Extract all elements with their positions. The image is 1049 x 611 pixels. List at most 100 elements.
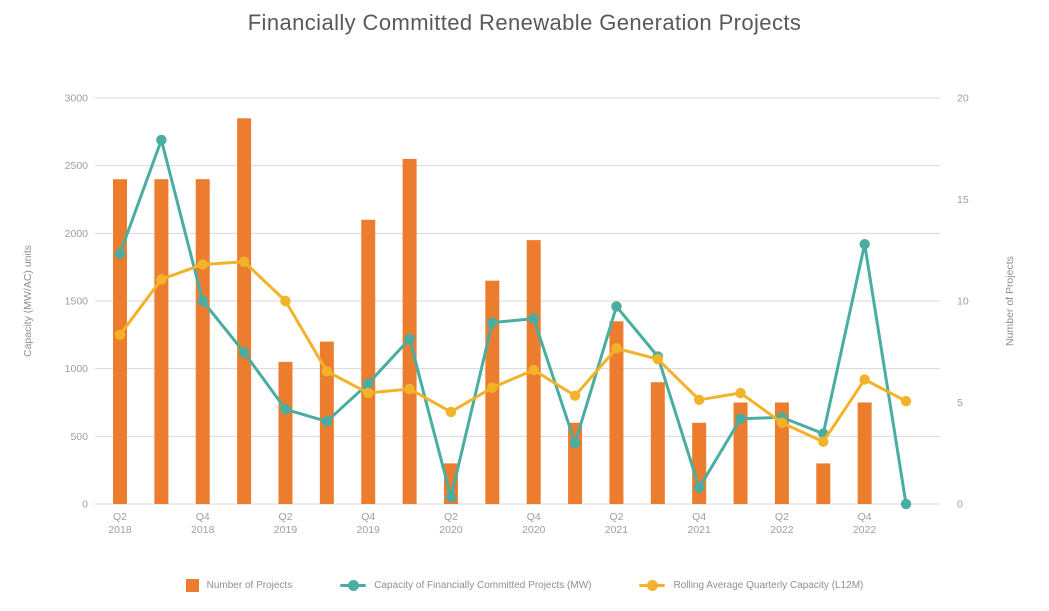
data-point-marker	[900, 498, 912, 510]
data-point-marker	[693, 394, 705, 405]
bar	[568, 422, 583, 504]
x-axis-tick-quarter: Q4	[692, 511, 706, 523]
legend-line-dot-icon	[340, 580, 367, 591]
x-axis-tick-quarter: Q2	[444, 511, 458, 523]
line-series	[114, 256, 912, 447]
data-point-marker	[445, 406, 457, 418]
bar	[733, 402, 748, 504]
left-axis-tick-label: 2000	[65, 228, 89, 240]
bar	[402, 158, 417, 504]
legend-item-number-of-projects: Number of Projects	[185, 579, 293, 592]
x-axis-tick-quarter: Q4	[196, 511, 210, 523]
x-axis-tick-quarter: Q4	[858, 511, 872, 523]
data-point-marker	[818, 436, 829, 447]
data-point-marker	[321, 416, 333, 427]
legend-square-icon	[185, 579, 199, 592]
right-axis-title: Number of Projects	[1004, 256, 1016, 346]
legend: Number of Projects Capacity of Financial…	[0, 579, 1049, 592]
left-axis-tick-label: 500	[70, 431, 88, 443]
legend-label: Rolling Average Quarterly Capacity (L12M…	[673, 580, 864, 591]
x-axis-tick-year: 2018	[108, 524, 132, 536]
data-point-marker	[445, 492, 457, 503]
right-axis-tick-label: 15	[957, 194, 969, 206]
x-axis-tick-year: 2020	[522, 524, 546, 536]
data-point-marker	[280, 295, 291, 307]
x-axis-tick-year: 2020	[439, 524, 463, 536]
bar	[609, 321, 624, 504]
data-point-marker	[528, 313, 539, 324]
x-axis-tick-year: 2021	[688, 524, 712, 536]
data-point-marker	[363, 387, 374, 399]
data-point-marker	[321, 366, 333, 377]
data-point-marker	[238, 347, 250, 358]
x-axis-tick-quarter: Q2	[609, 511, 623, 523]
data-point-marker	[859, 238, 870, 250]
bar	[650, 382, 665, 504]
data-point-marker	[859, 374, 870, 385]
left-axis-tick-label: 1000	[65, 363, 89, 375]
bar	[774, 402, 789, 504]
left-axis-tick-label: 3000	[65, 93, 89, 105]
x-axis-tick-quarter: Q2	[113, 511, 127, 523]
x-axis-tick-quarter: Q4	[361, 511, 375, 523]
data-point-marker	[569, 390, 581, 401]
data-point-marker	[363, 378, 374, 389]
data-point-marker	[776, 417, 788, 428]
x-axis-tick-year: 2022	[770, 524, 794, 536]
right-axis-tick-label: 10	[957, 296, 969, 308]
bar	[237, 118, 252, 505]
line-series	[114, 134, 912, 510]
legend-label: Capacity of Financially Committed Projec…	[374, 580, 592, 591]
x-axis-tick-quarter: Q2	[775, 511, 789, 523]
data-point-marker	[652, 353, 664, 365]
chart-canvas: 05001000150020002500300005101520Q22018Q4…	[22, 93, 1016, 537]
legend-label: Number of Projects	[206, 580, 293, 591]
x-axis-tick-year: 2022	[853, 524, 877, 536]
bar	[154, 179, 169, 504]
bar	[113, 179, 127, 504]
data-point-marker	[900, 395, 912, 407]
left-axis-tick-label: 2500	[65, 160, 89, 172]
bar	[816, 463, 831, 504]
line-path	[118, 260, 908, 444]
right-axis-tick-label: 20	[957, 93, 969, 105]
right-axis-tick-label: 5	[957, 397, 963, 409]
data-point-marker	[114, 329, 126, 341]
left-axis-tick-label: 0	[82, 499, 88, 511]
x-axis-tick-year: 2021	[605, 524, 629, 536]
left-axis-tick-label: 1500	[65, 296, 89, 308]
data-point-marker	[569, 437, 581, 449]
data-point-marker	[197, 259, 208, 270]
chart-title: Financially Committed Renewable Generati…	[247, 10, 802, 35]
data-point-marker	[528, 364, 539, 376]
bar-series	[113, 118, 872, 505]
legend-item-rolling-average: Rolling Average Quarterly Capacity (L12M…	[639, 580, 863, 591]
data-point-marker	[693, 482, 705, 493]
gridlines	[95, 97, 940, 505]
data-point-marker	[280, 404, 291, 415]
data-point-marker	[735, 413, 746, 424]
bar	[361, 219, 376, 505]
data-point-marker	[611, 301, 622, 312]
data-point-marker	[156, 274, 167, 285]
data-point-marker	[735, 387, 746, 399]
data-point-marker	[611, 343, 622, 354]
data-point-marker	[487, 382, 498, 393]
data-point-marker	[156, 134, 167, 146]
legend-line-dot-icon	[639, 580, 666, 591]
x-axis-tick-year: 2018	[191, 524, 215, 536]
data-point-marker	[404, 383, 415, 395]
left-axis-title: Capacity (MW/AC) units	[22, 245, 34, 357]
x-axis-tick-year: 2019	[274, 524, 298, 536]
x-axis-tick-year: 2019	[357, 524, 381, 536]
data-point-marker	[487, 317, 498, 328]
data-point-marker	[197, 295, 208, 307]
x-axis-tick-quarter: Q2	[278, 511, 292, 523]
bar	[278, 361, 293, 504]
bar	[195, 179, 210, 504]
right-axis-tick-label: 0	[957, 499, 963, 511]
data-point-marker	[404, 333, 415, 345]
bar	[857, 402, 872, 504]
x-axis-tick-quarter: Q4	[527, 511, 541, 523]
